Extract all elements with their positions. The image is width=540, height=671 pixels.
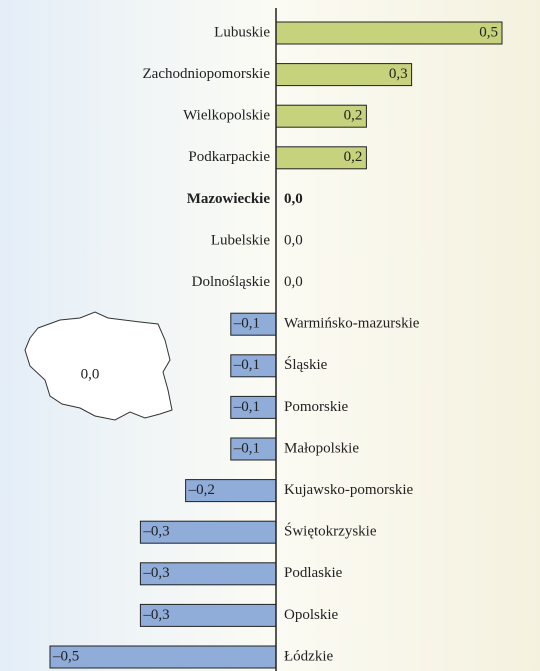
value-label: 0,3 (389, 66, 408, 82)
value-label: –0,1 (233, 316, 260, 332)
category-label: Pomorskie (284, 399, 349, 415)
category-label: Warmińsko-mazurskie (284, 316, 420, 332)
value-label: –0,3 (142, 607, 169, 623)
category-label: Podkarpackie (188, 149, 270, 165)
value-label: –0,1 (233, 357, 260, 373)
category-label: Śląskie (284, 356, 328, 373)
value-label: 0,2 (344, 149, 363, 165)
map-label: 0,0 (81, 366, 100, 382)
category-label: Podlaskie (284, 565, 343, 581)
category-label: Mazowieckie (187, 191, 271, 207)
category-label: Kujawsko-pomorskie (284, 482, 413, 498)
category-label: Świętokrzyskie (284, 523, 377, 540)
bar (275, 21, 503, 45)
value-label: –0,3 (142, 524, 169, 540)
bar (49, 645, 277, 669)
value-label: –0,1 (233, 440, 260, 456)
value-label: 0,0 (284, 232, 303, 248)
category-label: Dolnośląskie (192, 274, 271, 290)
value-label: –0,3 (142, 565, 169, 581)
value-label: –0,1 (233, 399, 260, 415)
category-label: Wielkopolskie (183, 108, 270, 124)
category-label: Małopolskie (284, 440, 359, 456)
category-label: Łódzkie (284, 648, 333, 664)
map-outline (24, 311, 173, 421)
category-label: Zachodniopomorskie (143, 66, 271, 82)
category-label: Lubelskie (211, 232, 270, 248)
value-label: 0,2 (344, 108, 363, 124)
category-label: Opolskie (284, 607, 339, 623)
value-label: 0,5 (479, 24, 498, 40)
value-label: –0,5 (52, 648, 79, 664)
value-label: 0,0 (284, 274, 303, 290)
value-label: –0,2 (188, 482, 215, 498)
value-label: 0,0 (284, 191, 303, 207)
category-label: Lubuskie (214, 24, 270, 40)
